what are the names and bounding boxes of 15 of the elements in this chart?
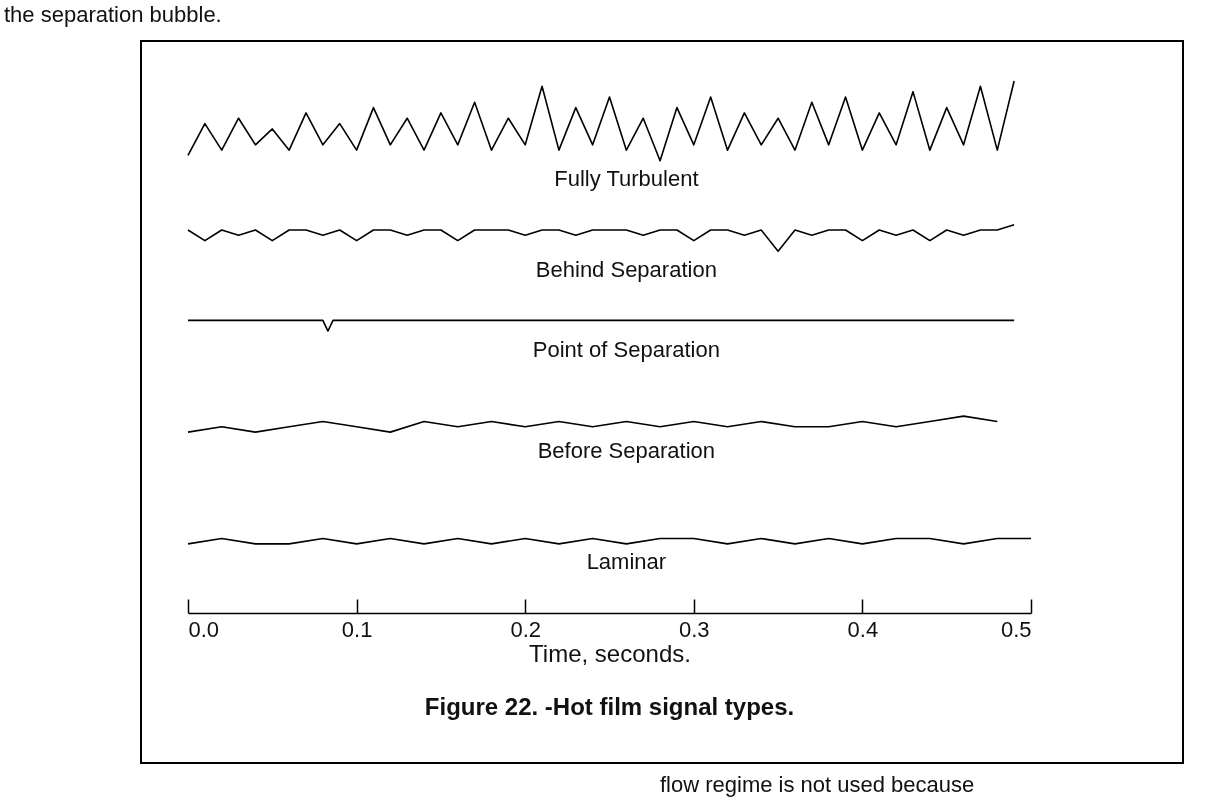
x-axis-title: Time, seconds. — [529, 639, 691, 667]
x-tick-label: 0.0 — [188, 616, 220, 642]
series-label: Laminar — [586, 549, 667, 575]
text: the separation bubble. — [4, 2, 222, 28]
series-label: Fully Turbulent — [554, 166, 699, 192]
x-tick-label: 0.3 — [679, 616, 710, 642]
text: flow regime is not used because — [660, 772, 975, 798]
x-tick-label: 0.4 — [847, 616, 879, 642]
series-label: Behind Separation — [535, 256, 717, 282]
text: Figure 22. -Hot film signal types. — [424, 693, 795, 720]
x-tick-label: 0.1 — [341, 616, 373, 642]
x-tick-label: 0.2 — [510, 616, 541, 642]
x-tick-label: 0.5 — [1000, 616, 1032, 642]
series-label: Before Separation — [537, 437, 716, 463]
series-label: Point of Separation — [532, 336, 720, 362]
